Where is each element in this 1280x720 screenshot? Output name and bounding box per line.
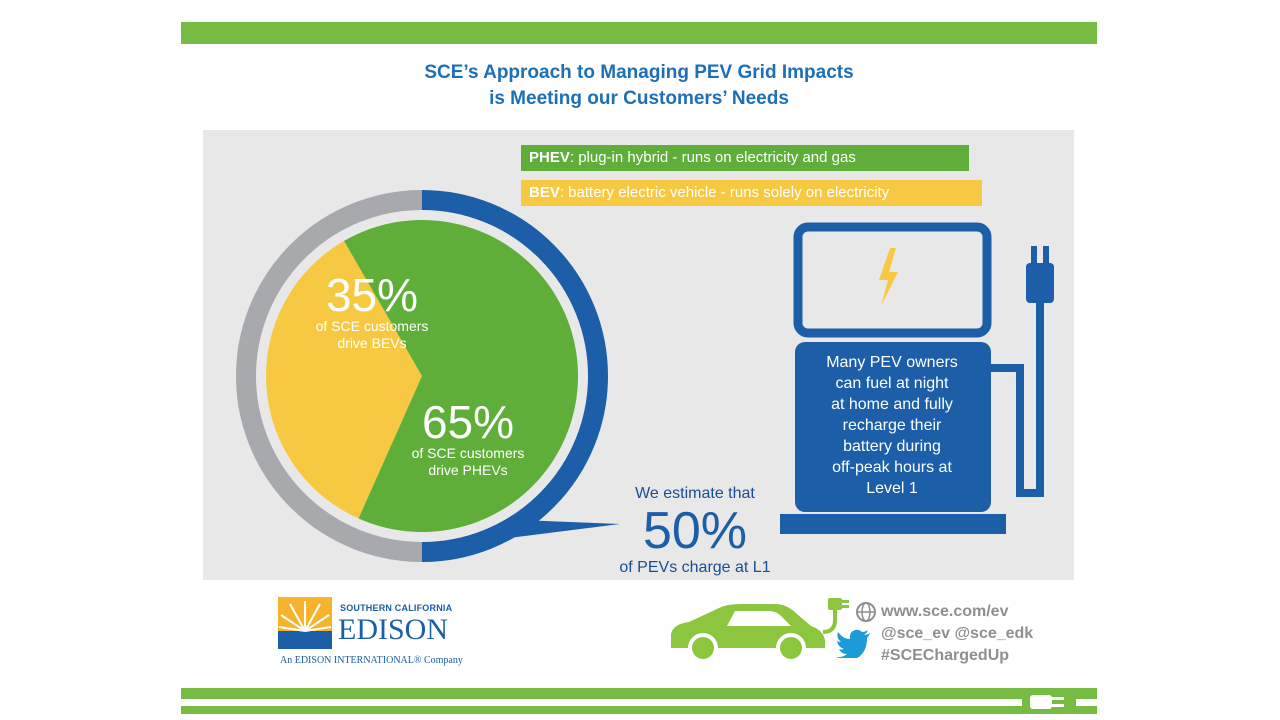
bev-caption-1: of SCE customers: [315, 318, 429, 334]
lightning-bolt-icon: [879, 248, 898, 306]
edison-tagline: An EDISON INTERNATIONAL® Company: [280, 655, 463, 666]
ring-callout-tail: [482, 520, 620, 542]
bev-percent: 35%: [325, 269, 419, 321]
legend-bev: BEV: battery electric vehicle - runs sol…: [521, 180, 982, 206]
phev-percent: 65%: [421, 396, 515, 448]
ring-rest-arc: [236, 190, 423, 562]
title-line-1: SCE’s Approach to Managing PEV Grid Impa…: [424, 62, 854, 83]
social-hashtag[interactable]: #SCEChargedUp: [881, 647, 1010, 664]
bottom-green-bar-1: [181, 688, 1097, 699]
station-line-3: at home and fully: [831, 396, 953, 413]
station-line-7: Level 1: [866, 480, 918, 497]
bev-label: 35% of SCE customers drive BEVs: [292, 272, 452, 352]
globe-icon: [856, 602, 876, 622]
legend-bev-term: BEV: [529, 184, 560, 201]
bottom-plug-icon: [1022, 690, 1076, 714]
phev-label: 65% of SCE customers drive PHEVs: [388, 399, 548, 479]
phev-caption-1: of SCE customers: [411, 445, 525, 461]
power-plug-icon: [828, 598, 849, 610]
title-line-2: is Meeting our Customers’ Needs: [489, 88, 789, 109]
phev-caption-2: drive PHEVs: [428, 462, 508, 478]
top-green-bar: [181, 22, 1097, 44]
bev-caption-2: drive BEVs: [337, 335, 407, 351]
legend-phev-desc: : plug-in hybrid - runs on electricity a…: [569, 149, 856, 166]
station-line-2: can fuel at night: [835, 375, 949, 392]
bottom-green-bar-2: [181, 706, 1097, 714]
station-line-5: battery during: [843, 438, 941, 455]
plug-icon: [1026, 246, 1054, 314]
estimate-callout: We estimate that 50% of PEVs charge at L…: [600, 484, 790, 578]
station-line-4: recharge their: [842, 417, 942, 434]
station-text: Many PEV owners can fuel at night at hom…: [797, 352, 987, 499]
estimate-tail: of PEVs charge at L1: [619, 559, 771, 576]
charging-station-icon: [780, 222, 1054, 534]
twitter-bird-icon: [836, 629, 870, 658]
legend-phev-term: PHEV: [529, 149, 570, 166]
legend-phev: PHEV: plug-in hybrid - runs on electrici…: [521, 145, 969, 171]
legend-bev-desc: : battery electric vehicle - runs solely…: [559, 184, 890, 201]
estimate-percent: 50%: [642, 502, 748, 560]
page-title: SCE’s Approach to Managing PEV Grid Impa…: [181, 60, 1097, 112]
social-web[interactable]: www.sce.com/ev: [881, 603, 1009, 620]
social-handles[interactable]: @sce_ev @sce_edk: [881, 625, 1034, 642]
edison-logo: SOUTHERN CALIFORNIA EDISON An EDISON INT…: [278, 597, 478, 672]
edison-top-text: SOUTHERN CALIFORNIA: [340, 603, 453, 613]
station-line-6: off-peak hours at: [832, 459, 952, 476]
pie-slice-phev: [344, 219, 579, 532]
estimate-lead: We estimate that: [635, 485, 755, 502]
edison-name: EDISON: [338, 613, 448, 646]
pie-slice-bev: [266, 240, 422, 519]
station-line-1: Many PEV owners: [826, 354, 958, 371]
edison-sunburst-icon: [278, 597, 332, 649]
electric-car-icon: [671, 598, 849, 663]
